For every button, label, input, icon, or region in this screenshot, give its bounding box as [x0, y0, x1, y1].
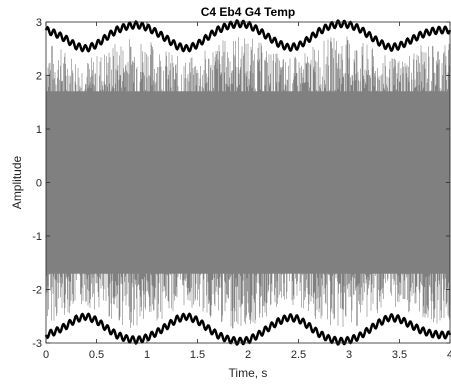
y-axis-ticks: -3 -2 -1 0 1 2 3 [32, 17, 450, 350]
plot-area [44, 19, 451, 346]
x-tick-label: 0.5 [89, 349, 104, 361]
x-tick-label: 0 [43, 349, 49, 361]
x-axis-ticks: 0 0.5 1 1.5 2 2.5 3 3.5 4 [43, 22, 451, 361]
chart-title: C4 Eb4 G4 Temp [201, 5, 295, 19]
y-tick-label: -3 [32, 338, 42, 350]
y-axis-label: Amplitude [10, 156, 24, 210]
y-tick-label: -1 [32, 231, 42, 243]
x-tick-label: 1 [144, 349, 150, 361]
signal-waveform [45, 36, 451, 329]
x-tick-label: 4 [447, 349, 451, 361]
y-tick-label: 2 [36, 71, 42, 83]
x-tick-label: 2.5 [291, 349, 306, 361]
signal-core-band [46, 91, 450, 274]
x-tick-label: 3 [346, 349, 352, 361]
y-tick-label: 3 [36, 17, 42, 29]
x-tick-label: 1.5 [190, 349, 205, 361]
x-tick-label: 3.5 [392, 349, 407, 361]
x-tick-label: 2 [245, 349, 251, 361]
x-axis-label: Time, s [229, 366, 268, 380]
y-tick-label: 0 [36, 178, 42, 190]
y-tick-label: 1 [36, 124, 42, 136]
y-tick-label: -2 [32, 285, 42, 297]
